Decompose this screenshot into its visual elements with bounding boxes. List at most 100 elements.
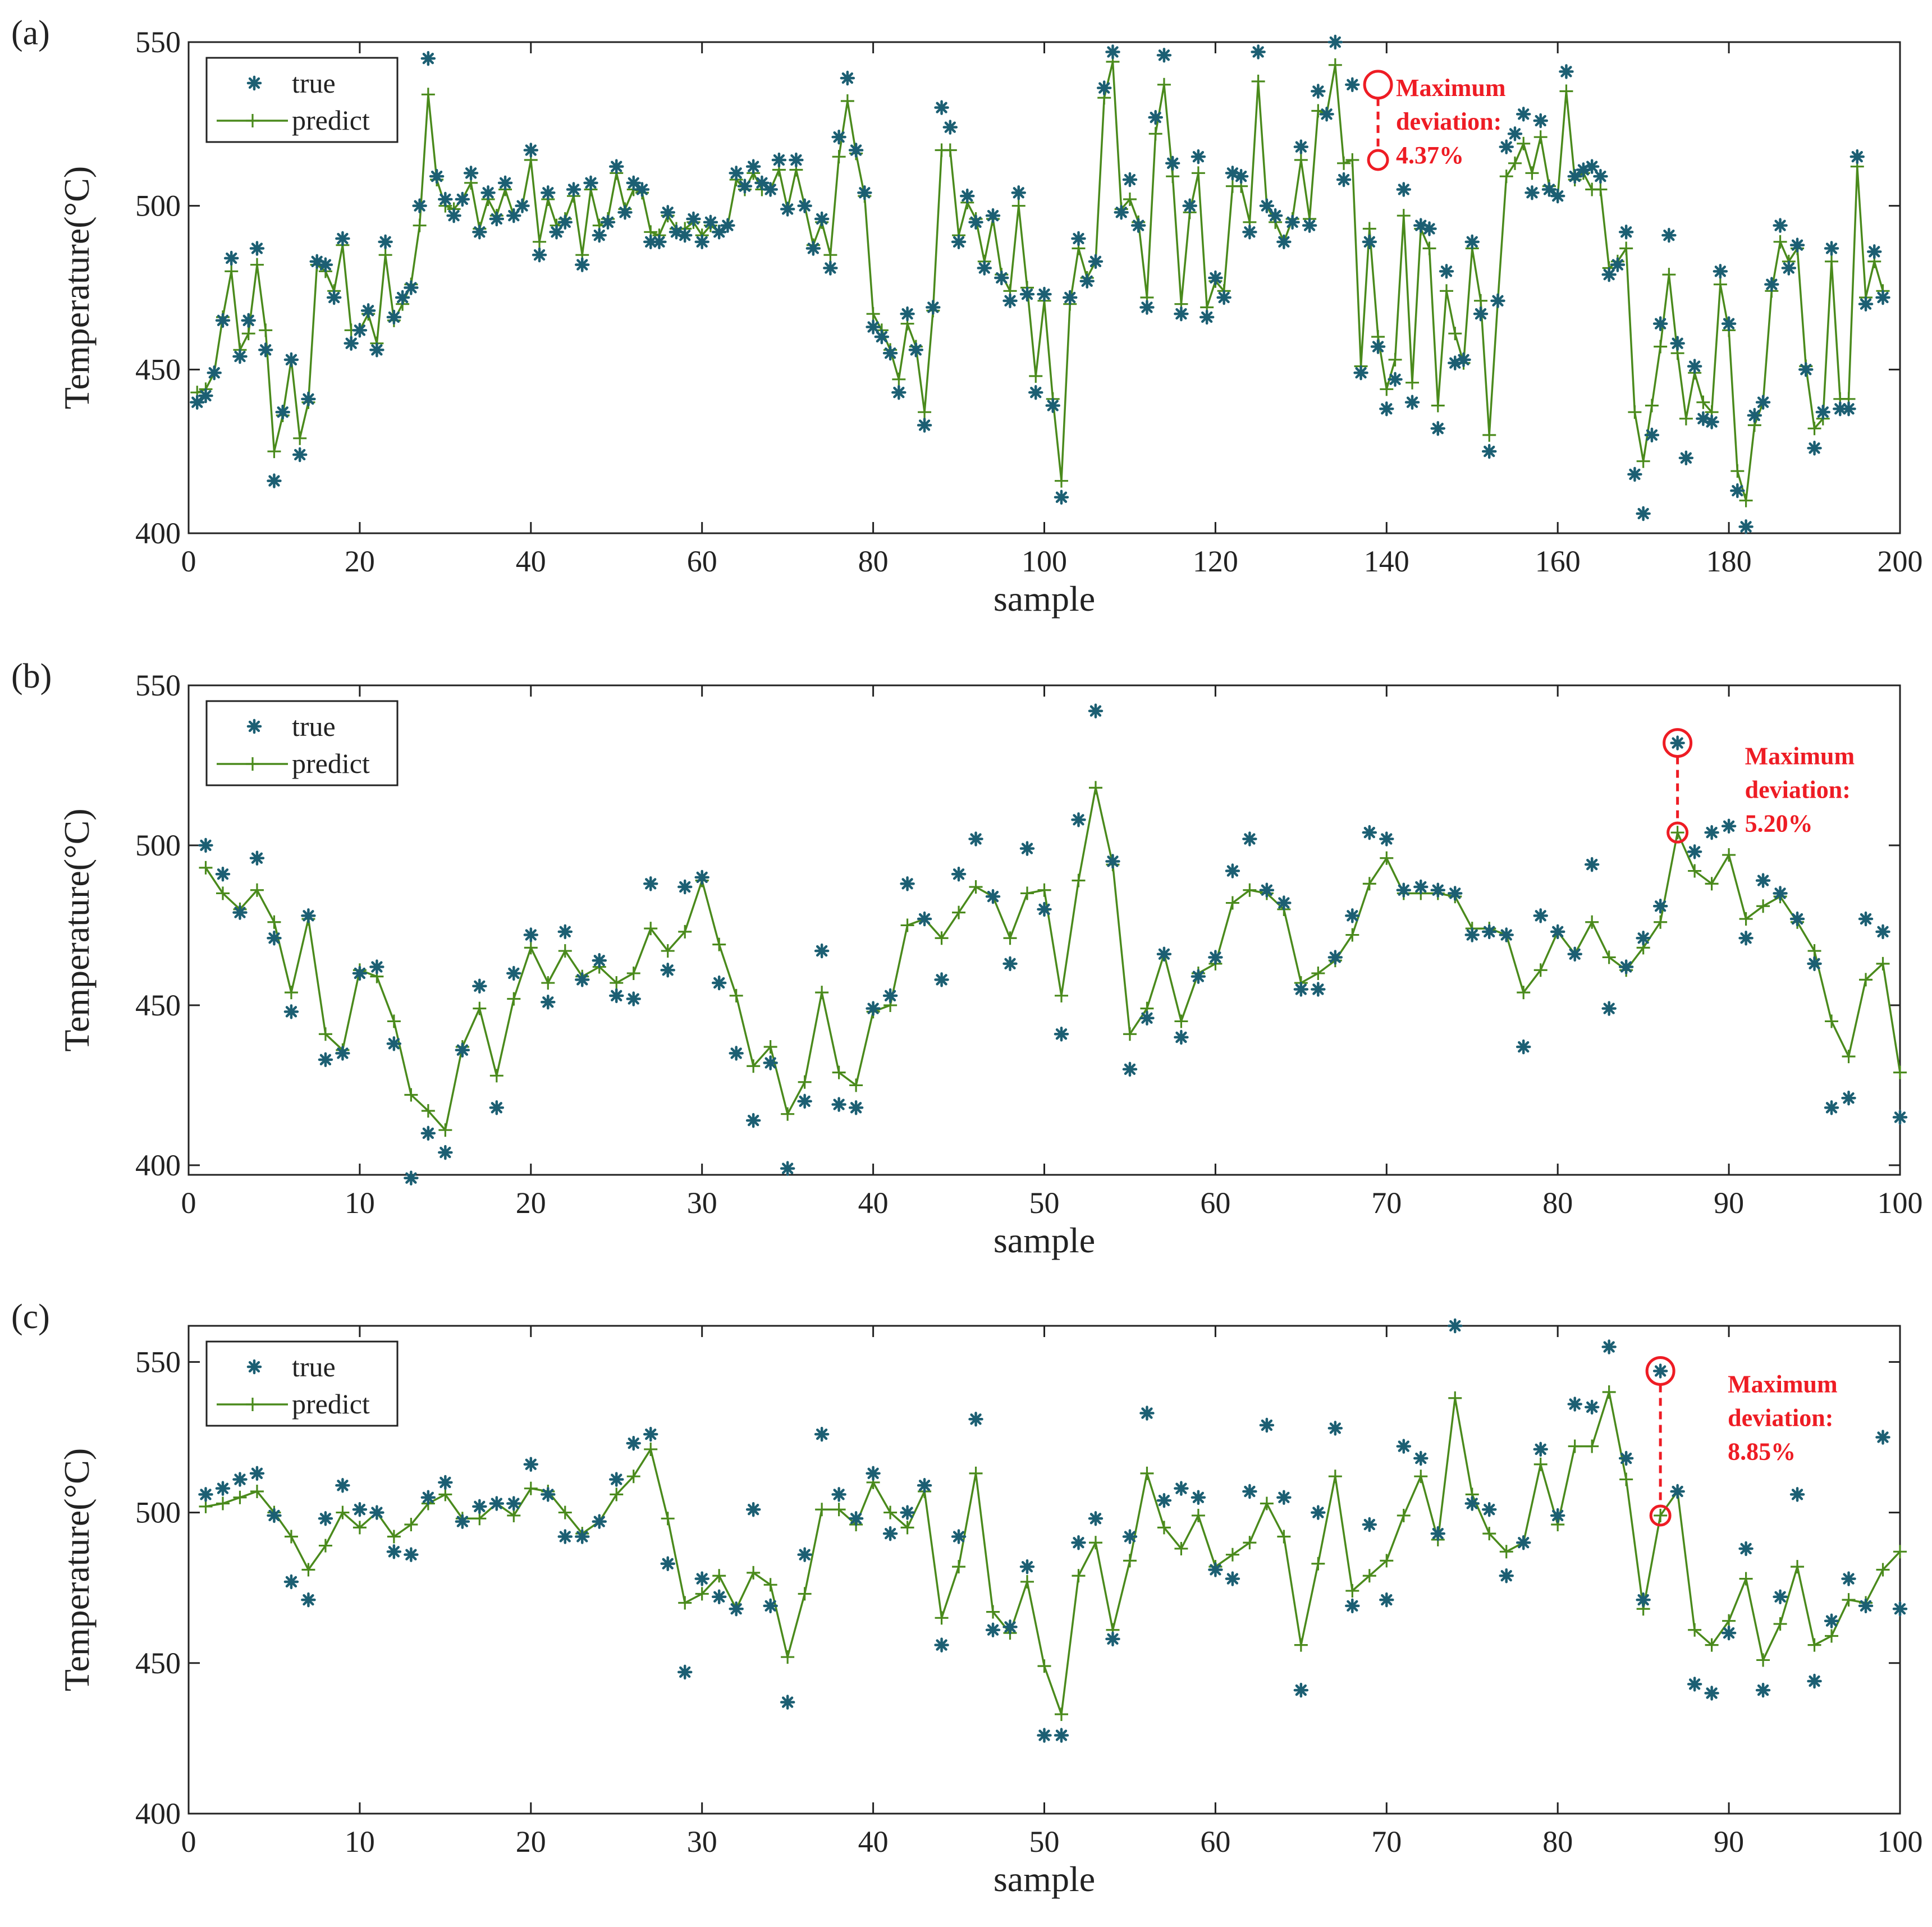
true-point [1755,873,1771,888]
predict-point [1345,1584,1359,1598]
true-point [1191,969,1206,984]
true-point [301,391,316,407]
predict-point [763,1040,777,1054]
predict-point [241,327,255,341]
x-tick-label: 50 [1029,1186,1060,1220]
true-point [660,1556,675,1572]
true-point [275,404,290,420]
true-point [977,260,992,276]
true-point [694,1571,709,1586]
true-point [968,214,983,230]
true-point [583,175,598,191]
true-point [1327,34,1343,50]
predict-point [866,307,880,321]
predict-point [849,1078,863,1092]
predict-point [541,976,555,990]
predict-point [892,372,906,386]
true-point [1327,1421,1343,1436]
true-point [1841,401,1856,416]
predict-point [352,1521,367,1535]
max-deviation-annotation: Maximum deviation: 8.85% [1645,1356,1838,1527]
predict-point [293,431,307,445]
true-point [489,1100,505,1115]
true-point [609,159,624,174]
true-point [1396,1439,1412,1454]
true-point [378,234,393,250]
true-point [1481,1502,1497,1517]
true-point [1054,1728,1069,1743]
predict-point [1029,369,1043,383]
true-point [1156,48,1172,63]
predict-point [1722,1614,1736,1628]
predict-point [199,860,213,875]
true-point [592,227,607,243]
true-point [643,1426,658,1442]
true-point [1636,1592,1651,1608]
true-point [318,257,333,272]
true-point [1858,911,1874,927]
true-point [797,1547,812,1562]
true-point [335,231,350,246]
predict-point [1696,395,1710,409]
true-point [515,198,530,213]
x-tick-label: 180 [1706,544,1752,578]
true-point [198,388,213,404]
true-point [745,159,761,174]
true-point [1875,1430,1890,1445]
predict-point [712,937,726,951]
true-point [1002,956,1018,972]
predict-point [1825,254,1839,268]
true-point [1071,812,1086,827]
predict-point [1191,166,1205,180]
predict-point [1123,1554,1137,1568]
predict-point [1260,1496,1274,1511]
true-point [1182,198,1197,213]
true-point [1738,930,1754,946]
predict-point [1277,1530,1291,1544]
true-point [1388,372,1403,387]
predict-point [935,1611,949,1625]
true-point [215,313,231,328]
true-point [523,927,539,942]
true-point [1789,237,1805,253]
true-point [1362,1517,1377,1532]
predict-point [832,150,846,164]
true-point [686,211,701,227]
true-point [1721,818,1737,834]
legend-predict-marker [246,114,259,127]
predict-point [943,143,957,157]
true-point [857,185,872,200]
predict-point [1654,340,1668,354]
x-tick-label: 40 [516,544,546,578]
true-point [1362,825,1377,840]
predict-point [1756,1653,1770,1667]
true-point [711,1589,727,1605]
predict-point [250,1485,264,1499]
true-point [249,1466,265,1481]
predict-point [1876,1563,1890,1577]
true-point [1636,930,1651,946]
true-point [1208,1562,1223,1577]
true-point [592,1514,607,1529]
predict-point [747,1059,761,1073]
true-point [541,994,556,1010]
true-point [1584,1399,1600,1415]
true-point [882,988,898,1004]
true-point [267,1508,282,1523]
true-point [926,300,941,315]
true-point [1499,139,1514,154]
predict-point [1088,781,1102,795]
true-point [1156,1493,1172,1508]
true-point [189,395,205,410]
true-point [1191,149,1206,164]
x-tick-label: 140 [1364,544,1409,578]
true-point [1550,188,1565,204]
true-point [1114,205,1129,220]
true-point [1704,1686,1719,1701]
true-point [198,1487,213,1502]
y-tick-label: 400 [135,1797,181,1830]
true-point [1396,182,1412,197]
true-point [1781,260,1797,276]
true-point [917,418,932,433]
predict-point [1482,428,1496,442]
